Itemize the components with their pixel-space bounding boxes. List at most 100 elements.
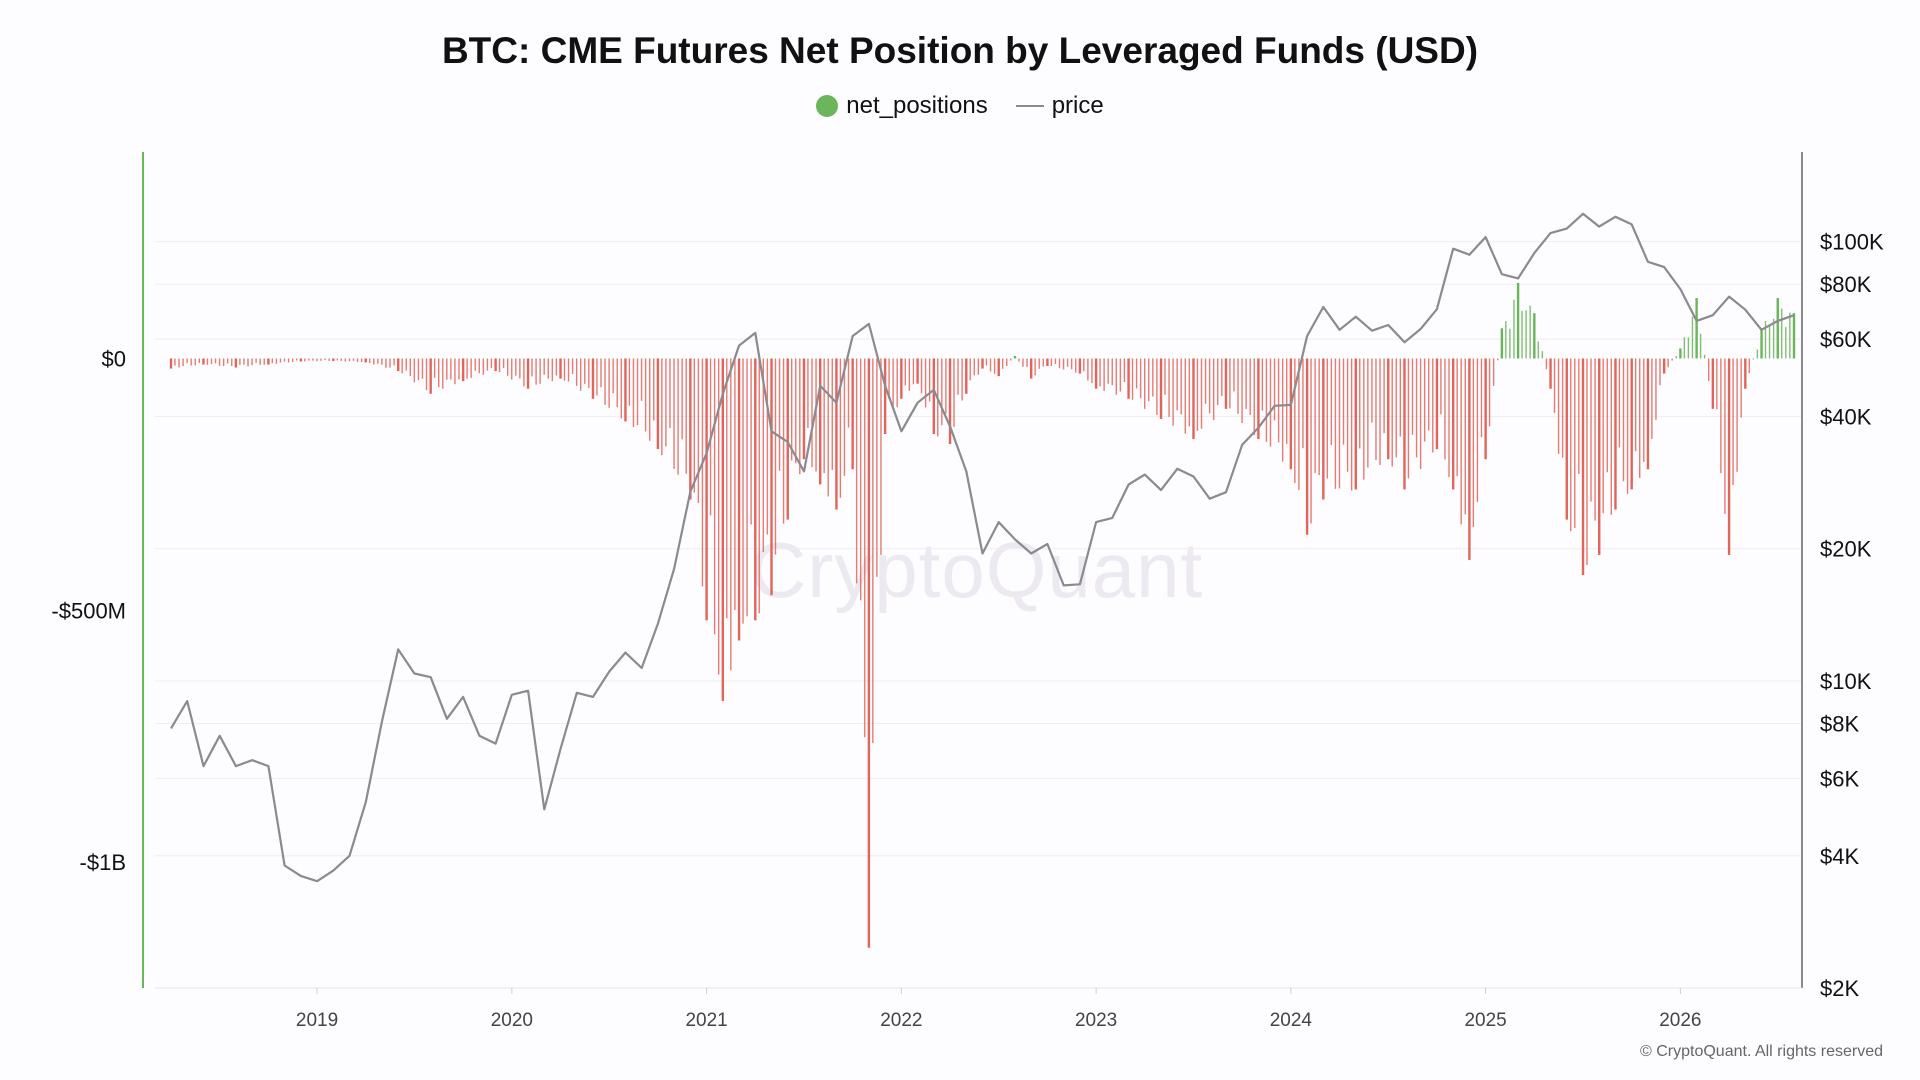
net-position-bar	[1095, 358, 1097, 377]
net-position-bar	[864, 358, 866, 738]
net-position-bar	[904, 358, 907, 386]
net-position-bar	[429, 358, 432, 392]
price-line-layer	[170, 212, 1795, 883]
net-position-bar	[673, 358, 675, 469]
legend-item-price[interactable]: price	[1015, 92, 1104, 120]
net-position-bar	[1253, 358, 1255, 435]
net-position-bar	[827, 358, 829, 497]
net-position-bar	[653, 358, 655, 421]
net-position-bar	[945, 358, 947, 414]
net-position-bar	[1322, 358, 1324, 500]
net-position-bar	[1286, 358, 1288, 444]
net-position-bar	[799, 358, 801, 475]
chart-title: BTC: CME Futures Net Position by Leverag…	[441, 30, 1479, 71]
net-position-bar	[1123, 358, 1126, 382]
net-position-bar	[693, 358, 696, 493]
net-position-bar	[340, 358, 343, 361]
net-position-bar	[1066, 358, 1069, 367]
net-position-bar	[722, 358, 724, 601]
net-position-bar	[1184, 358, 1186, 434]
net-position-bar	[425, 358, 428, 391]
net-position-bar	[1606, 358, 1608, 473]
net-position-bar	[1038, 358, 1040, 369]
net-position-bar	[823, 358, 825, 474]
net-position-bar	[1338, 358, 1341, 489]
net-position-bar	[1513, 299, 1515, 359]
net-position-bar	[389, 358, 391, 368]
net-position-bar	[669, 358, 671, 428]
net-position-bar	[1148, 358, 1150, 402]
net-position-bar	[1168, 358, 1170, 417]
net-position-bar	[1237, 358, 1239, 414]
net-position-bar	[657, 358, 659, 430]
net-position-bar	[1432, 358, 1434, 453]
net-position-bar	[1541, 351, 1544, 359]
net-position-bar	[1395, 358, 1397, 458]
net-position-bar	[535, 358, 537, 385]
net-position-bar	[178, 358, 180, 368]
net-position-bar	[174, 358, 176, 366]
net-position-bar	[320, 358, 322, 361]
x-tick-label: 2023	[1075, 1010, 1117, 1031]
net-position-bar	[1590, 358, 1592, 502]
net-position-bar	[815, 358, 817, 472]
net-position-bar	[624, 358, 627, 409]
net-position-bar	[1671, 358, 1673, 361]
net-position-bar	[1634, 358, 1637, 452]
net-position-bar	[1537, 341, 1539, 359]
net-position-bar	[912, 358, 915, 385]
net-position-bar	[466, 358, 468, 379]
net-position-bar	[1363, 358, 1365, 480]
net-position-bar	[1720, 358, 1722, 474]
net-position-bar	[198, 358, 201, 363]
net-position-bar	[1436, 358, 1438, 441]
net-position-bar	[446, 358, 448, 380]
net-position-bar	[916, 358, 919, 374]
net-position-bar	[1310, 358, 1312, 524]
net-position-bar	[1204, 358, 1207, 404]
net-position-bar	[275, 358, 278, 364]
net-position-bar	[1079, 358, 1081, 371]
net-position-bar	[1610, 358, 1613, 515]
net-position-bar	[1643, 358, 1645, 462]
net-position-bar	[381, 358, 383, 365]
net-position-bar	[1006, 358, 1008, 367]
net-position-bar	[949, 358, 951, 442]
net-position-bar	[774, 358, 777, 555]
net-position-bar	[360, 358, 363, 363]
net-position-bar	[892, 358, 894, 410]
net-position-bar	[989, 358, 992, 372]
net-position-bar	[287, 358, 290, 363]
legend-item-net-positions[interactable]: net_positions	[816, 92, 988, 120]
net-position-bar	[880, 358, 882, 555]
right-tick-label: $6K	[1820, 766, 1859, 791]
net-position-bar	[1574, 358, 1576, 528]
net-position-bar	[202, 358, 205, 364]
net-position-bar	[1549, 358, 1552, 378]
net-position-bar	[1221, 358, 1223, 397]
net-position-bar	[997, 358, 1000, 371]
net-position-bar	[782, 358, 785, 524]
net-position-bar	[190, 358, 192, 366]
net-position-bar	[437, 358, 440, 388]
net-position-bar	[636, 358, 639, 426]
net-position-bar	[182, 358, 184, 367]
net-position-bar	[884, 358, 886, 430]
net-position-bar	[896, 358, 898, 408]
net-position-bar	[900, 358, 902, 390]
right-tick-label: $10K	[1820, 669, 1872, 694]
net-position-bar	[502, 358, 505, 369]
net-position-bar	[470, 358, 472, 378]
net-position-bar	[1776, 298, 1779, 359]
net-position-bar	[486, 358, 489, 371]
net-position-bar	[803, 358, 805, 444]
net-position-bar	[790, 358, 793, 461]
net-position-bar	[364, 358, 367, 361]
net-position-bar	[1403, 358, 1406, 484]
net-position-bar	[831, 358, 833, 470]
right-tick-label: $80K	[1820, 272, 1872, 297]
net-position-bar	[1334, 358, 1337, 489]
net-position-bar	[580, 358, 582, 391]
net-position-bar	[1679, 348, 1681, 359]
